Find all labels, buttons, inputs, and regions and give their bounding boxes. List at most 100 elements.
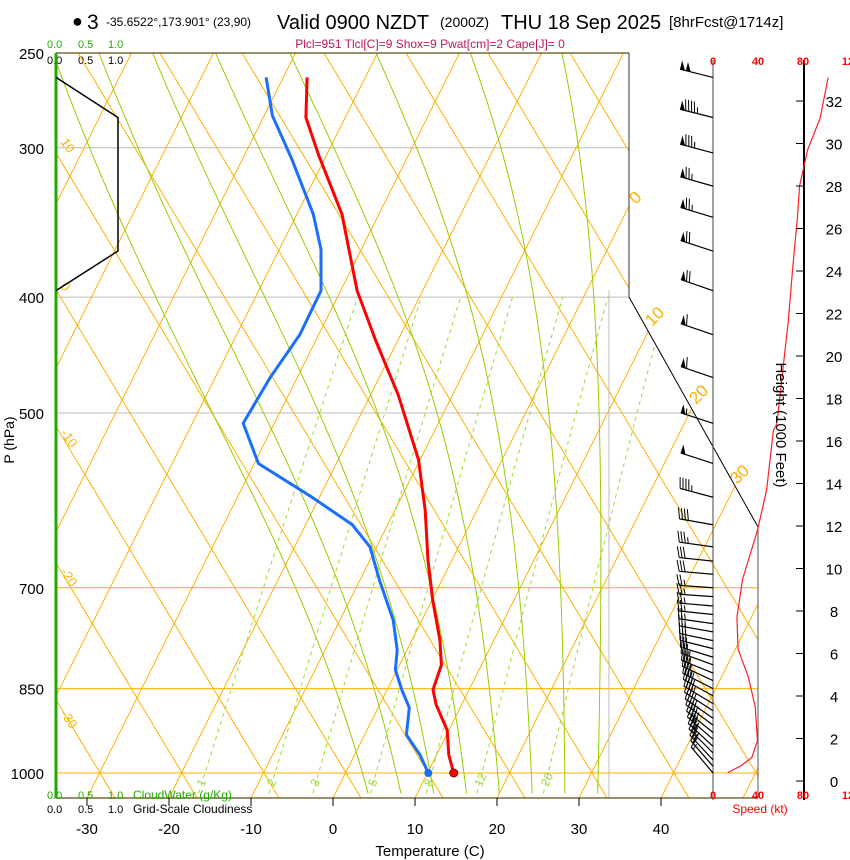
wind-barb [682, 661, 714, 690]
barb-half [689, 663, 693, 671]
barb-full [688, 718, 696, 730]
barb-staff [679, 68, 714, 79]
wind-barb [689, 725, 714, 761]
barb-full [689, 708, 696, 720]
barb-staff [679, 108, 714, 119]
barb-full [690, 737, 699, 748]
dry-adiabat-line [56, 53, 444, 798]
barb-pennant [680, 271, 686, 282]
y-axis-label: P (hPa) [1, 416, 17, 463]
barb-pennant [680, 444, 686, 455]
barb-staff [679, 618, 714, 625]
dry-adiabat-line [569, 53, 758, 798]
wind-barb [676, 574, 714, 589]
height-axis-label: Height (1000 Feet) [772, 362, 789, 487]
barb-full [686, 270, 688, 282]
wind-barb [680, 230, 714, 252]
barb-staff [680, 143, 714, 154]
barb-pennant [685, 61, 691, 72]
barb-full [681, 654, 685, 667]
moist-adiabat-line [56, 53, 369, 794]
barb-full [680, 648, 684, 661]
barb-staff [679, 570, 714, 575]
mixing-ratio-label: 8 [421, 776, 437, 788]
barb-full [692, 716, 699, 728]
cloudiness-tick: 0.0 [47, 804, 62, 816]
wind-barb [679, 99, 714, 119]
plot-frame [54, 52, 805, 800]
temperature-tick-label: -10 [240, 821, 262, 838]
speed-tick: 80 [797, 790, 809, 802]
background-grid [56, 53, 758, 798]
pressure-tick-label: 400 [19, 290, 44, 307]
barb-full [686, 357, 688, 369]
height-tick-label: 22 [826, 307, 843, 324]
speed-tick: 12 [842, 56, 850, 68]
barb-full [676, 591, 680, 604]
dry-adiabat-line [77, 53, 526, 798]
isotherm-line [56, 53, 378, 798]
cloudwater-tick: 0.0 [47, 790, 62, 802]
barb-staff [680, 323, 714, 336]
barb-staff [689, 734, 714, 761]
mixing-ratio-label: 1 [194, 776, 210, 788]
barb-pennant [680, 60, 685, 71]
valid-time: Valid 0900 NZDT [277, 12, 429, 34]
height-tick-label: 0 [830, 774, 838, 791]
dry-adiabat-label: 10 [58, 135, 79, 155]
speed-tick: 40 [752, 790, 764, 802]
mixing-ratio-label: 3 [307, 776, 323, 788]
dry-adiabat-line [405, 53, 758, 798]
wind-barb [680, 197, 714, 218]
barb-full [679, 599, 683, 612]
barb-full [683, 508, 686, 520]
barb-half [689, 650, 691, 657]
speed-axis-label: Speed (kt) [732, 802, 787, 816]
cloudwater-label: CloudWater (g/Kg) [133, 788, 232, 802]
barb-pennant [680, 404, 686, 415]
barb-full [682, 661, 686, 674]
temperature-tick-label: 30 [571, 821, 588, 838]
barb-full [683, 642, 686, 655]
pressure-tick-label: 1000 [11, 766, 44, 783]
utc-time: (2000Z) [440, 14, 489, 30]
wind-barb [676, 582, 714, 598]
dry-adiabat-label: -30 [58, 707, 81, 731]
height-tick-label: 28 [826, 179, 843, 196]
mixing-ratio-label: 2 [264, 776, 280, 788]
wind-barb [676, 599, 714, 616]
speed-tick: 80 [797, 56, 809, 68]
barb-staff [679, 556, 714, 562]
forecast-run: [8hrFcst@1714z] [669, 14, 783, 31]
pressure-tick-label: 700 [19, 581, 44, 598]
mixing-ratio-line [198, 297, 359, 794]
barb-half [683, 605, 686, 612]
barb-half [687, 537, 689, 544]
barb-full [680, 507, 683, 520]
cloudiness-tick: 1.0 [108, 804, 123, 816]
dry-adiabat-line [241, 53, 690, 798]
temperature-tick-label: -20 [158, 821, 180, 838]
barb-full [684, 663, 689, 675]
wind-barbs [676, 60, 714, 774]
wind-barb [680, 167, 714, 187]
pressure-tick-label: 300 [19, 141, 44, 158]
barb-full [682, 546, 686, 559]
station-number: 3 [87, 11, 99, 34]
wind-barb [690, 730, 714, 767]
barb-staff [690, 740, 714, 767]
dry-adiabat-line [159, 53, 608, 798]
moist-adiabat-line [289, 53, 500, 794]
barb-full [693, 712, 700, 724]
frame-diagonal [628, 296, 759, 528]
barb-half [689, 657, 692, 664]
barb-half [683, 588, 686, 595]
wind-barb [676, 591, 714, 607]
barb-half [683, 597, 686, 604]
cloudiness-scale-bottom: 0.0 0.5 1.0 Grid-Scale Cloudiness [47, 802, 252, 816]
mixing-ratio-line [542, 297, 668, 794]
barb-half [690, 671, 693, 678]
barb-full [679, 560, 683, 572]
barb-full [688, 231, 691, 244]
